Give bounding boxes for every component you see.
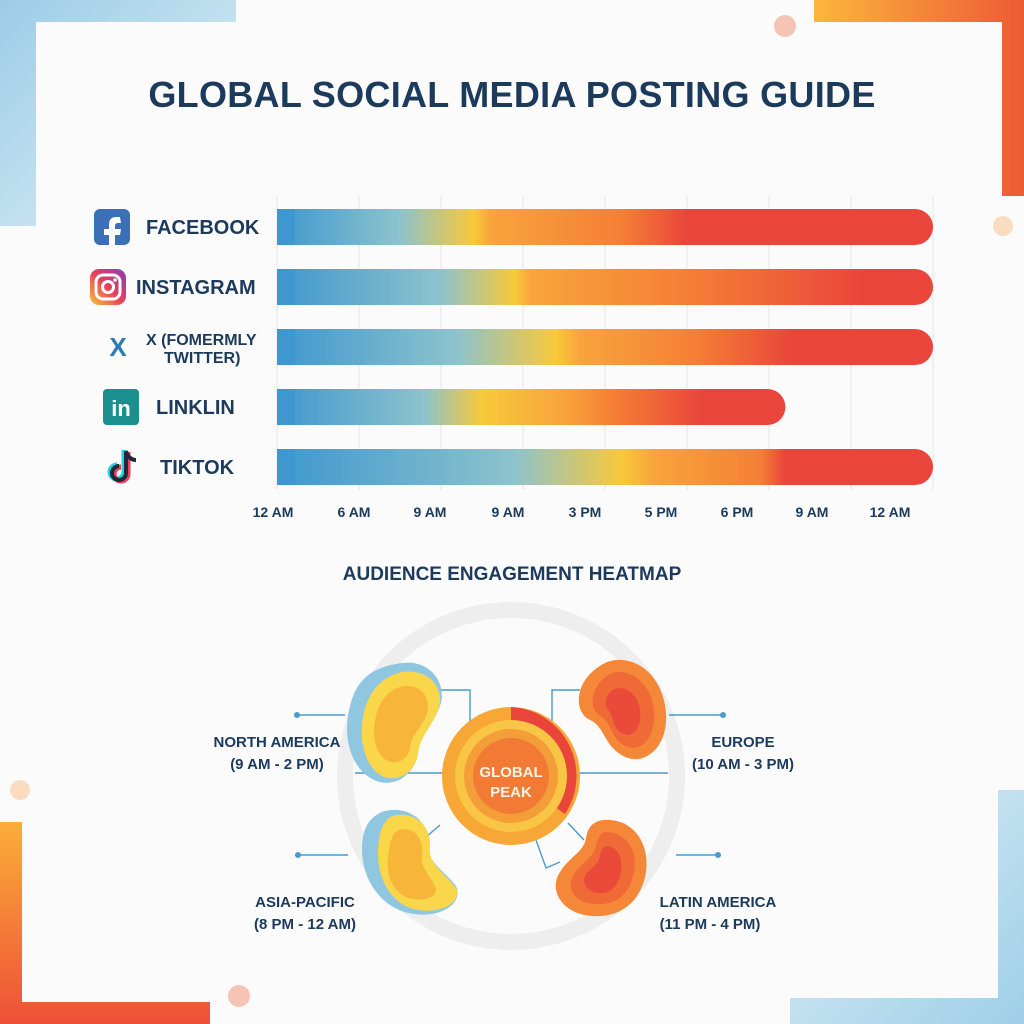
svg-text:in: in [111, 396, 131, 421]
x-tick-label: 6 PM [721, 504, 754, 520]
connector-dots [294, 712, 726, 858]
platform-label: LINKLIN [156, 397, 235, 419]
bar-tiktok [277, 449, 933, 485]
bar-start-cap [277, 329, 295, 365]
region-hours-asia-pacific: (8 PM - 12 AM) [254, 916, 356, 933]
bar-x-fomermly-twitter [277, 329, 933, 365]
bar-instagram [277, 269, 933, 305]
x-tick-label: 12 AM [870, 504, 911, 520]
platform-label: TIKTOK [160, 457, 235, 479]
bar-linklin [277, 389, 786, 425]
x-tick-label: 3 PM [569, 504, 602, 520]
region-name-latin-america: LATIN AMERICA [660, 894, 777, 911]
region-blob-europe [578, 659, 667, 760]
region-name-europe: EUROPE [711, 734, 774, 751]
region-blob-north-america [347, 662, 442, 783]
region-hours-north-america: (9 AM - 2 PM) [230, 756, 324, 773]
bar-start-cap [277, 269, 295, 305]
linkedin-icon: in [103, 389, 139, 425]
decorative-dot [228, 985, 250, 1007]
corner-decoration-top-right [814, 0, 1024, 196]
x-tick-label: 5 PM [645, 504, 678, 520]
svg-text:X: X [109, 332, 127, 362]
posting-time-bar-chart: FACEBOOK INSTAGRAM X X (FOMERMLY TWITTER) in L… [90, 195, 934, 520]
bar-start-cap [277, 209, 295, 245]
instagram-icon [90, 269, 126, 305]
facebook-icon [94, 209, 130, 245]
page-title: GLOBAL SOCIAL MEDIA POSTING GUIDE [148, 74, 876, 115]
tiktok-icon [107, 450, 137, 484]
heatmap-title: AUDIENCE ENGAGEMENT HEATMAP [342, 564, 682, 585]
x-tick-label: 9 AM [492, 504, 525, 520]
heatmap-backdrop-ring [337, 602, 685, 950]
x-tick-label: 6 AM [338, 504, 371, 520]
x-tick-label: 12 AM [253, 504, 294, 520]
x-tick-label: 9 AM [414, 504, 447, 520]
region-hours-europe: (10 AM - 3 PM) [692, 756, 794, 773]
decorative-dot [993, 216, 1013, 236]
global-peak-label-line2: PEAK [490, 784, 532, 801]
decorative-dot [10, 780, 30, 800]
global-peak-label-line1: GLOBAL [479, 764, 542, 781]
chart-x-axis: 12 AM 6 AM 9 AM 9 AM 3 PM 5 PM 6 PM 9 AM 12 AM [253, 504, 911, 520]
chart-bars [277, 209, 933, 485]
x-icon: X [109, 332, 127, 362]
bar-start-cap [277, 449, 295, 485]
global-peak-center: GLOBAL PEAK [442, 707, 580, 845]
platform-label: INSTAGRAM [136, 277, 256, 299]
region-name-asia-pacific: ASIA-PACIFIC [255, 894, 355, 911]
x-tick-label: 9 AM [796, 504, 829, 520]
bar-facebook [277, 209, 933, 245]
region-blob-asia-pacific [362, 809, 458, 915]
chart-platform-labels: FACEBOOK INSTAGRAM X X (FOMERMLY TWITTER) in L… [90, 209, 260, 484]
corner-decoration-bottom-left [0, 822, 210, 1024]
decorative-dot [774, 15, 796, 37]
platform-label: X (FOMERMLY TWITTER) [146, 332, 257, 367]
platform-label: FACEBOOK [146, 217, 260, 239]
region-blob-latin-america [555, 819, 647, 917]
corner-decoration-top-left [0, 0, 236, 226]
heatmap-connectors [297, 689, 723, 869]
corner-decoration-bottom-right [790, 790, 1024, 1024]
region-name-north-america: NORTH AMERICA [214, 734, 341, 751]
bar-start-cap [277, 389, 295, 425]
region-hours-latin-america: (11 PM - 4 PM) [660, 916, 761, 933]
